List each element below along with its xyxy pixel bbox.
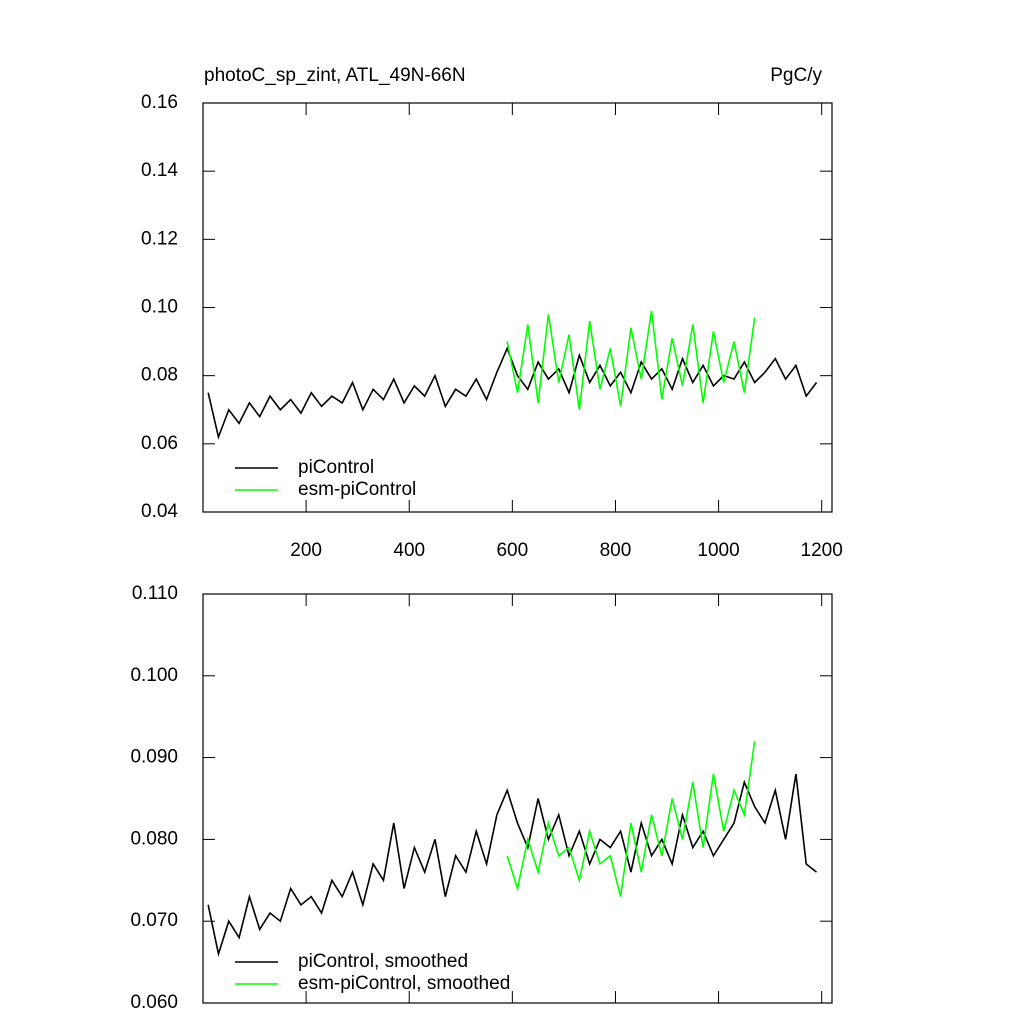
x-tick-label: 200 xyxy=(290,540,322,561)
y-tick-label: 0.16 xyxy=(141,92,178,113)
legend-label: piControl xyxy=(298,457,374,478)
legend-label: esm-piControl xyxy=(298,479,416,500)
plot-frame xyxy=(202,102,833,513)
legend-label: piControl, smoothed xyxy=(298,951,468,972)
y-tick-label: 0.100 xyxy=(130,665,178,686)
y-tick-label: 0.060 xyxy=(130,992,178,1013)
units-label: PgC/y xyxy=(770,65,822,86)
y-tick-label: 0.12 xyxy=(141,228,178,249)
x-tick-label: 800 xyxy=(600,540,632,561)
series-line xyxy=(207,773,818,958)
chart-title: photoC_sp_zint, ATL_49N-66N xyxy=(204,65,466,86)
y-tick-label: 0.10 xyxy=(141,297,178,318)
plot-frame xyxy=(202,593,833,1004)
y-tick-label: 0.08 xyxy=(141,365,178,386)
legend-label: esm-piControl, smoothed xyxy=(298,973,510,994)
y-tick-label: 0.04 xyxy=(141,501,178,522)
x-tick-label: 1200 xyxy=(801,540,843,561)
y-tick-label: 0.14 xyxy=(141,160,178,181)
y-tick-label: 0.090 xyxy=(130,747,178,768)
series-line xyxy=(207,346,818,440)
x-tick-label: 600 xyxy=(496,540,528,561)
y-tick-label: 0.06 xyxy=(141,433,178,454)
x-tick-label: 1000 xyxy=(697,540,739,561)
x-tick-label: 400 xyxy=(393,540,425,561)
series-line xyxy=(506,741,756,897)
y-tick-label: 0.110 xyxy=(132,583,178,604)
y-tick-label: 0.070 xyxy=(130,910,178,931)
series-line xyxy=(506,310,756,410)
y-tick-label: 0.080 xyxy=(130,828,178,849)
